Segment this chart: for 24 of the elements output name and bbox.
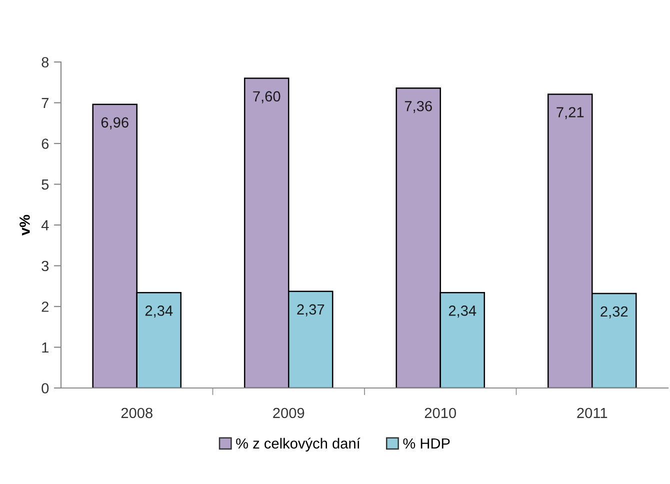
x-tick-label: 2010 — [424, 408, 456, 418]
y-tick-label: 2 — [42, 302, 48, 312]
y-tick-label: 5 — [42, 180, 49, 190]
y-tick-label: 4 — [41, 220, 49, 230]
legend-label: % HDP — [403, 438, 450, 449]
data-label: 2,32 — [600, 306, 628, 318]
y-tick-label: 6 — [42, 138, 49, 149]
y-tick-label: 1 — [42, 342, 48, 353]
data-label: 2,34 — [448, 306, 476, 318]
data-label: 7,60 — [253, 91, 280, 104]
data-label: 2,34 — [145, 306, 173, 318]
data-label: 6,96 — [101, 117, 128, 130]
legend-label: % z celkových daní — [236, 438, 360, 452]
x-tick-label: 2011 — [577, 408, 608, 418]
data-label: 7,36 — [404, 100, 432, 114]
y-tick-label: 7 — [42, 98, 48, 108]
y-tick-label: 3 — [42, 260, 49, 272]
y-axis-title: v% — [20, 214, 30, 236]
x-tick-label: 2009 — [273, 408, 304, 418]
data-label: 7,21 — [556, 107, 584, 120]
y-tick-label: 0 — [42, 383, 49, 394]
data-label: 2,37 — [297, 304, 324, 316]
x-tick-label: 2008 — [121, 408, 152, 418]
y-tick-label: 8 — [42, 57, 49, 68]
